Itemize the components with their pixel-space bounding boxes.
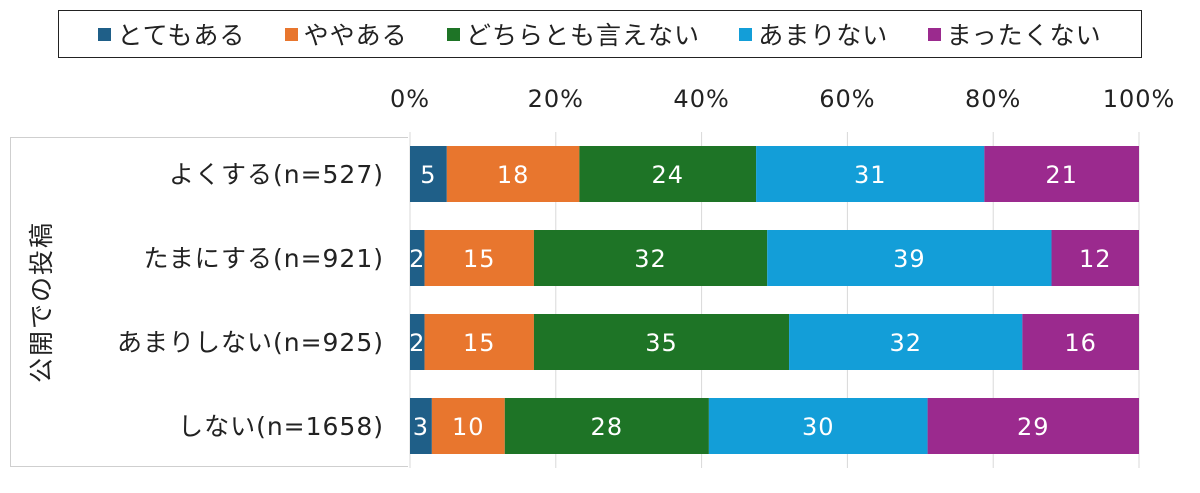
- x-tick-label: 20%: [528, 85, 584, 113]
- bar-segment: [789, 314, 1023, 370]
- bar-segment: [579, 146, 757, 202]
- bar-segment: [424, 314, 534, 370]
- data-label: 10: [452, 413, 485, 441]
- data-label: 2: [409, 329, 425, 357]
- data-label: 29: [1017, 413, 1050, 441]
- legend-label: どちらとも言えない: [465, 21, 700, 50]
- category-group-frame: [10, 137, 408, 467]
- bar-segment: [533, 314, 790, 370]
- category-label: しない(n=1658): [178, 412, 384, 441]
- data-label: 21: [1045, 161, 1078, 189]
- data-label: 28: [591, 413, 624, 441]
- bar-segment: [767, 230, 1052, 286]
- legend-swatch: [284, 27, 298, 41]
- bar-segment: [431, 398, 505, 454]
- bar-segment: [756, 146, 985, 202]
- x-tick-label: 100%: [1103, 85, 1176, 113]
- legend-label: まったくない: [946, 21, 1102, 50]
- data-label: 39: [893, 245, 926, 273]
- data-label: 15: [463, 245, 496, 273]
- data-label: 15: [463, 329, 496, 357]
- legend-swatch: [739, 27, 753, 41]
- data-label: 2: [409, 245, 425, 273]
- data-label: 24: [651, 161, 684, 189]
- data-label: 16: [1064, 329, 1097, 357]
- x-tick-label: 40%: [673, 85, 729, 113]
- bar-segment: [1022, 314, 1139, 370]
- x-tick-label: 60%: [819, 85, 875, 113]
- category-label: たまにする(n=921): [143, 244, 384, 273]
- category-label: あまりしない(n=925): [117, 328, 384, 357]
- data-label: 32: [634, 245, 667, 273]
- legend-swatch: [446, 27, 460, 41]
- legend-label: あまりない: [758, 21, 889, 50]
- category-label: よくする(n=527): [169, 160, 384, 189]
- legend-item: とてもある: [98, 16, 245, 52]
- bar-segment: [446, 146, 580, 202]
- legend-label: ややある: [303, 21, 408, 50]
- legend-swatch: [927, 27, 941, 41]
- data-label: 32: [889, 329, 922, 357]
- bar-segment: [533, 230, 768, 286]
- bar-segment: [410, 398, 432, 454]
- data-label: 35: [645, 329, 678, 357]
- legend-swatch: [98, 27, 112, 41]
- x-tick-label: 0%: [390, 85, 430, 113]
- legend-item: まったくない: [927, 16, 1102, 52]
- x-tick-label: 80%: [965, 85, 1021, 113]
- legend: とてもある ややある どちらとも言えない あまりない まったくない: [58, 10, 1142, 58]
- data-label: 5: [420, 161, 436, 189]
- bar-segment: [410, 314, 425, 370]
- bar-segment: [927, 398, 1139, 454]
- legend-item: あまりない: [739, 16, 888, 52]
- legend-item: ややある: [284, 16, 408, 52]
- bar-segment: [1051, 230, 1139, 286]
- data-label: 30: [802, 413, 835, 441]
- data-label: 12: [1079, 245, 1112, 273]
- data-label: 18: [497, 161, 530, 189]
- bar-segment: [708, 398, 928, 454]
- data-label: 3: [413, 413, 429, 441]
- data-label: 31: [854, 161, 887, 189]
- bar-segment: [504, 398, 709, 454]
- bar-segment: [410, 146, 447, 202]
- bar-segment: [984, 146, 1139, 202]
- bar-segment: [410, 230, 425, 286]
- legend-label: とてもある: [117, 21, 246, 50]
- bar-segment: [424, 230, 534, 286]
- legend-item: どちらとも言えない: [446, 16, 700, 52]
